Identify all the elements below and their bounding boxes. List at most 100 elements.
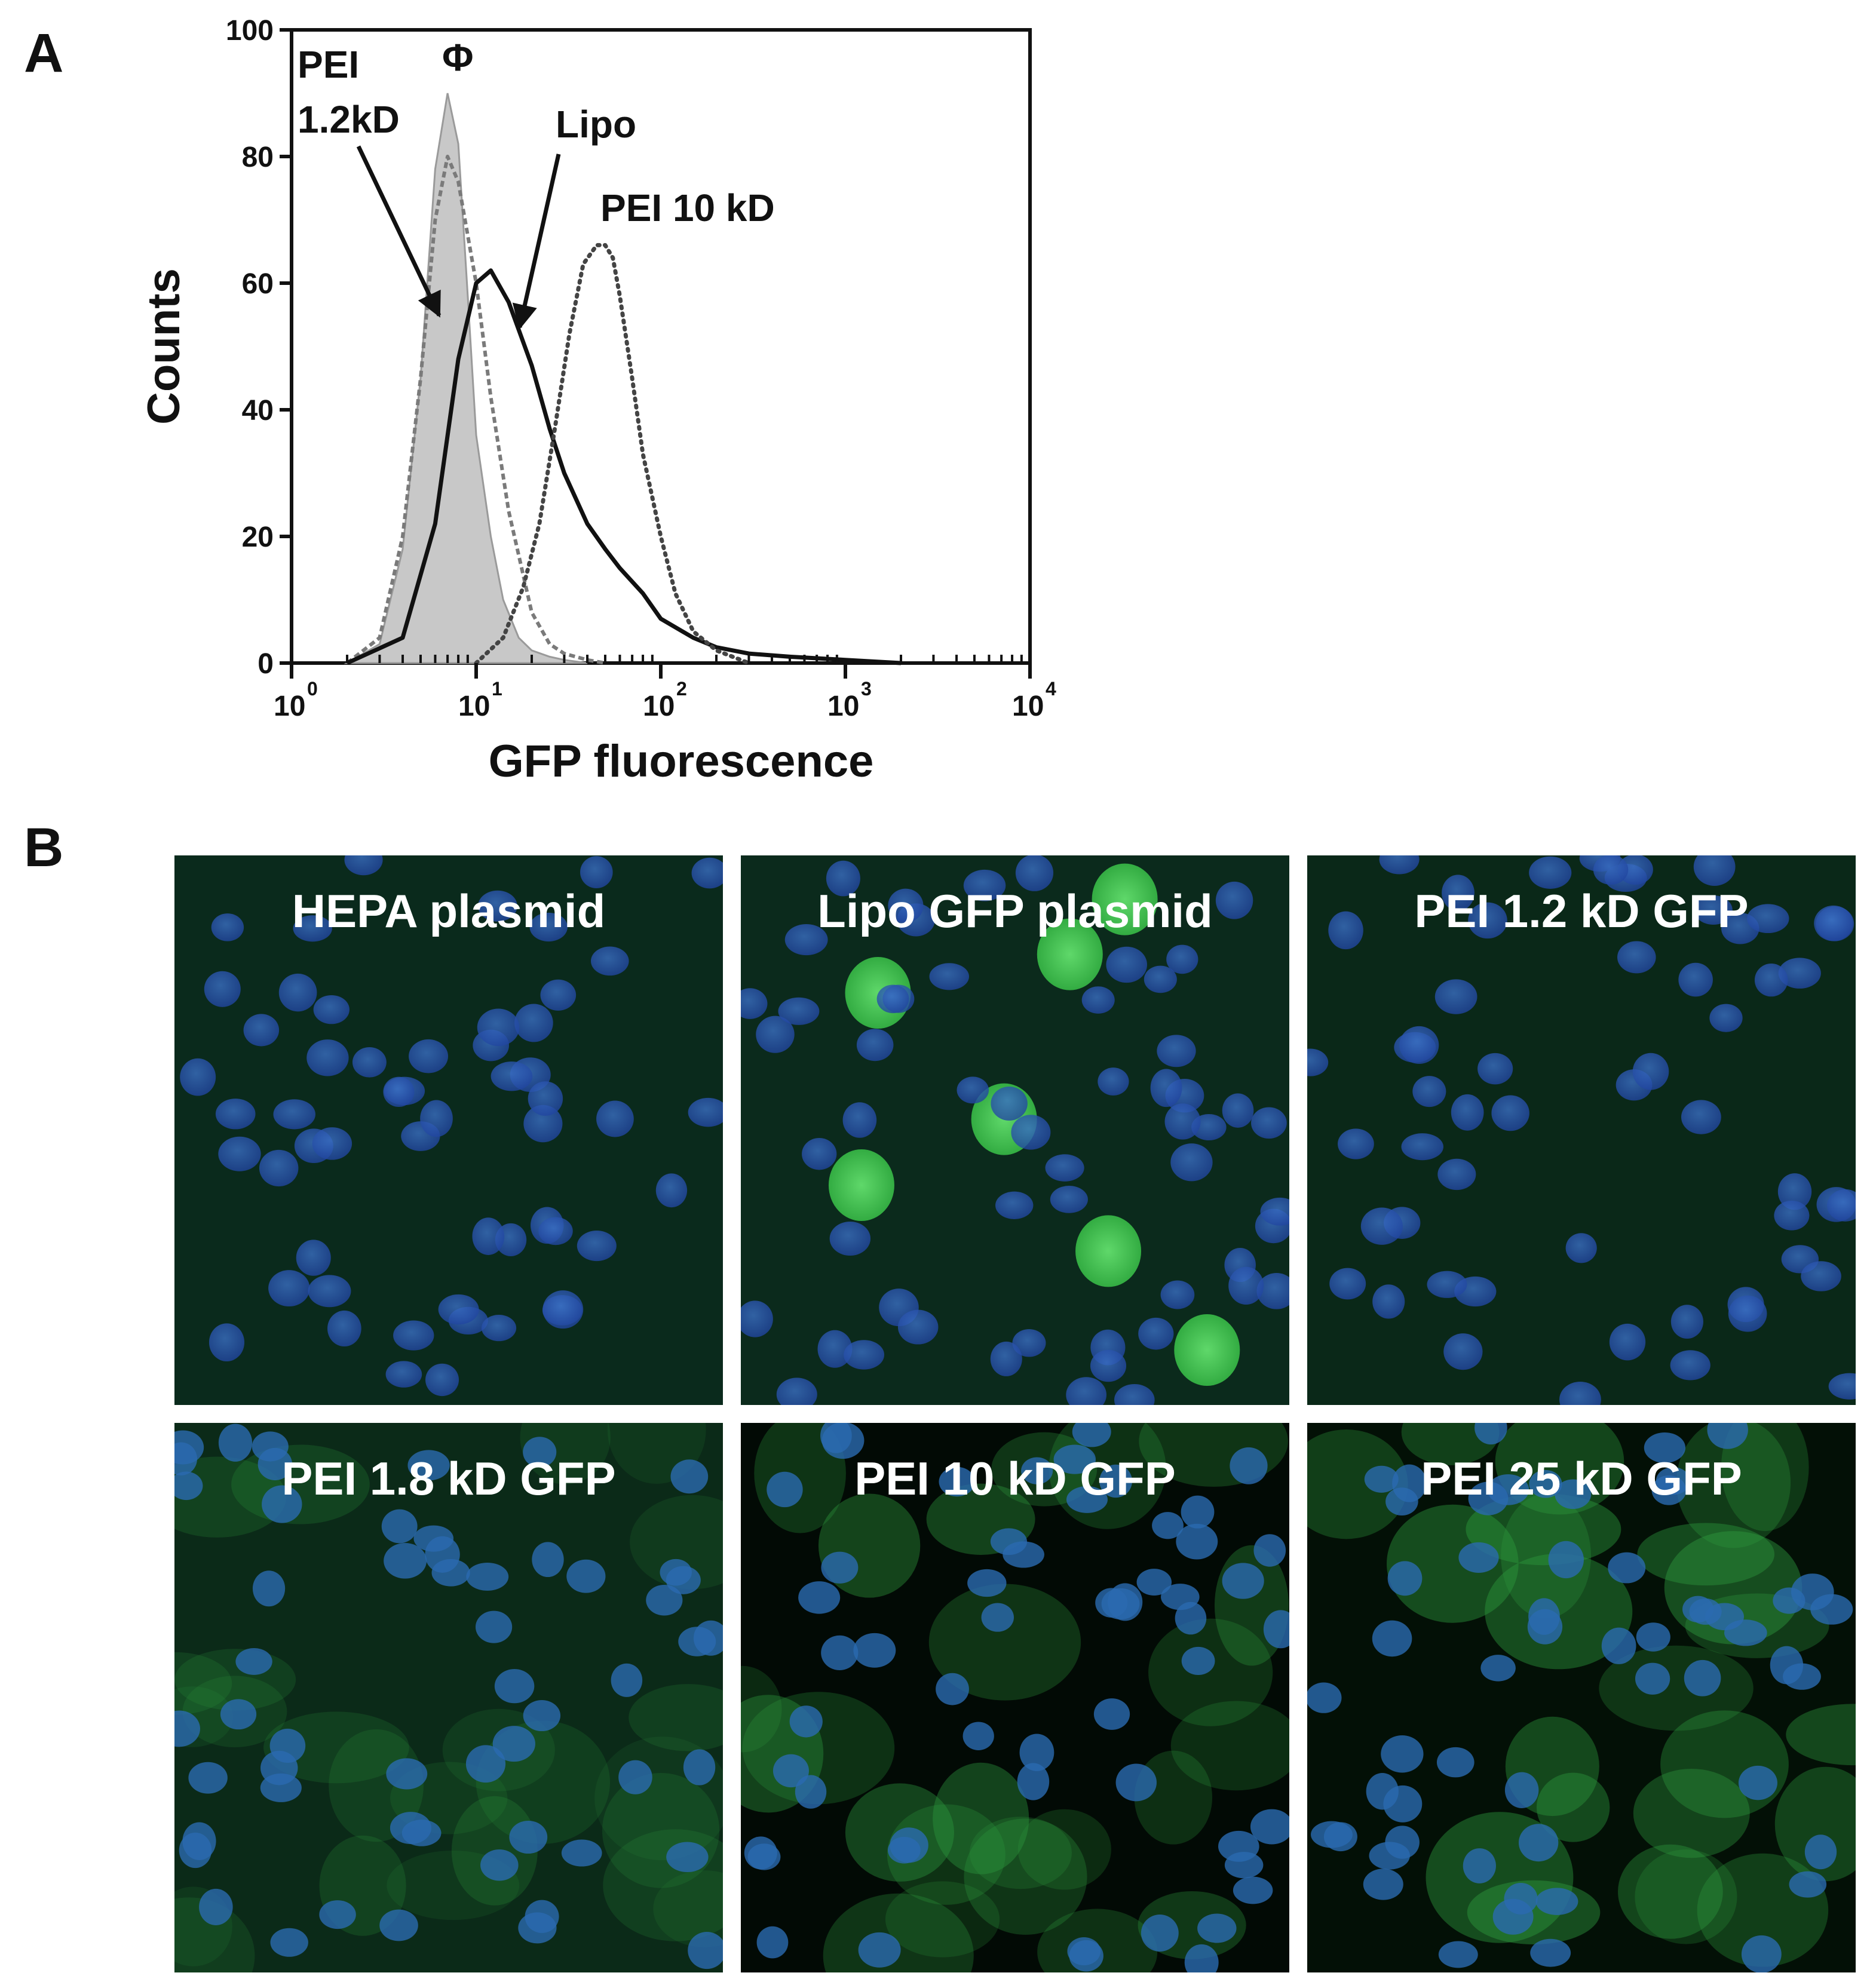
nucleus [409, 1039, 449, 1073]
cytoplasm-region [1618, 1844, 1723, 1939]
nucleus [425, 1363, 459, 1397]
nucleus [273, 1099, 315, 1130]
nucleus [425, 1536, 460, 1573]
nucleus [174, 1430, 204, 1465]
cytoplasm-region [629, 1684, 723, 1751]
nucleus [1436, 1747, 1475, 1778]
nucleus [590, 946, 629, 976]
nucleus [1399, 1026, 1439, 1064]
nucleus [1693, 855, 1736, 886]
nucleus [262, 1485, 302, 1523]
annotation-pei: PEI [298, 43, 359, 86]
nucleus [1565, 1233, 1597, 1263]
nucleus [381, 1509, 418, 1544]
nucleus [1504, 1772, 1539, 1808]
nucleus [1392, 1464, 1427, 1502]
nucleus [1015, 855, 1054, 891]
nucleus [995, 1191, 1034, 1219]
nucleus [844, 1340, 885, 1370]
nucleus [1451, 1094, 1484, 1131]
nucleus [963, 869, 1006, 901]
nucleus [1101, 1588, 1140, 1620]
cytoplasm-region [741, 1665, 782, 1753]
nucleus [1477, 1053, 1513, 1085]
nucleus [352, 1047, 387, 1078]
nucleus [670, 1459, 709, 1494]
nucleus [211, 913, 244, 941]
cytoplasm-region [1786, 1704, 1856, 1766]
nucleus [798, 1581, 841, 1614]
nucleus [306, 1039, 349, 1076]
nucleus [529, 912, 568, 942]
nucleus [1689, 1598, 1722, 1625]
nucleus [1106, 946, 1148, 983]
nucleus [1738, 1765, 1777, 1800]
nucleus [784, 924, 828, 956]
cytoplasm-region [1387, 1504, 1519, 1623]
nucleus [802, 1138, 837, 1170]
cytoplasm-region [885, 1881, 1000, 1958]
nucleus [218, 1423, 253, 1462]
nucleus [1754, 963, 1788, 997]
nucleus [1360, 1207, 1403, 1245]
nucleus [618, 1760, 652, 1794]
nucleus [1338, 1128, 1374, 1159]
nucleus [1222, 1093, 1254, 1128]
nucleus [209, 1323, 245, 1361]
nucleus [1160, 1280, 1195, 1309]
nucleus [1559, 1381, 1601, 1405]
y-tick-label: 20 [242, 521, 274, 553]
nucleus [1518, 1824, 1559, 1862]
nucleus [1670, 1305, 1703, 1339]
nucleus [182, 1822, 216, 1860]
nucleus [401, 1820, 442, 1846]
cytoplasm-region [1676, 1423, 1791, 1548]
cytoplasm-region [964, 1818, 1087, 1935]
nucleus [1528, 1598, 1560, 1635]
nucleus [936, 1673, 969, 1705]
nucleus [821, 1423, 865, 1459]
nucleus [688, 1097, 723, 1127]
cytoplasm-region [1536, 1772, 1610, 1842]
nucleus [1093, 1698, 1130, 1730]
nucleus [778, 997, 820, 1025]
cytoplasm-region [1148, 1618, 1273, 1726]
nucleus [962, 1722, 994, 1750]
nucleus [407, 1450, 450, 1481]
nucleus [252, 1570, 286, 1607]
micrograph-grid: HEPA plasmid Lipo GFP plasmid PEI 1.2 kD G… [174, 855, 1856, 1972]
nucleus [1152, 1512, 1184, 1539]
nucleus [688, 1931, 723, 1969]
nucleus [465, 1745, 506, 1783]
nucleus [1636, 1622, 1670, 1652]
nucleus [1115, 1763, 1157, 1802]
nucleus [393, 1320, 434, 1351]
nucleus [773, 1754, 809, 1788]
nucleus [1364, 1465, 1399, 1493]
nucleus [691, 857, 723, 889]
cytoplasm-region [1466, 1493, 1621, 1566]
nucleus [1801, 1261, 1841, 1291]
x-tick-exponent: 1 [492, 678, 502, 700]
nucleus [856, 1029, 894, 1062]
nucleus [199, 1888, 233, 1925]
nucleus [220, 1699, 257, 1730]
nucleus [480, 1849, 519, 1881]
nucleus [1379, 855, 1420, 875]
nucleus [789, 1705, 823, 1738]
cytoplasm-region [174, 1897, 255, 1972]
nucleus [1099, 1464, 1133, 1498]
nucleus [1458, 1542, 1499, 1573]
nucleus [1136, 1569, 1172, 1596]
nucleus [1066, 1486, 1108, 1513]
nucleus [1530, 1938, 1571, 1967]
nucleus [897, 1309, 939, 1345]
nucleus [1233, 1876, 1273, 1904]
nucleus [817, 1330, 853, 1368]
nucleus [1535, 1888, 1578, 1915]
nucleus [1789, 1871, 1827, 1898]
nucleus [1468, 902, 1507, 939]
nucleus [1529, 1469, 1562, 1498]
